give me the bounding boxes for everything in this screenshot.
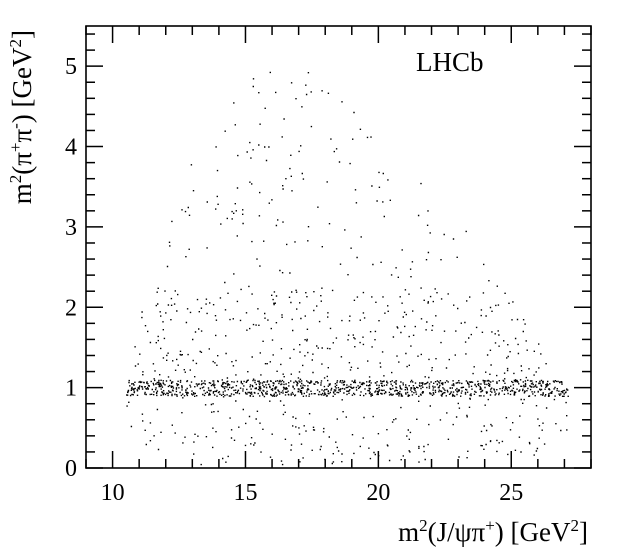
x-tick-label: 10	[101, 480, 125, 506]
y-tick-label: 0	[65, 456, 77, 482]
y-tick-label: 2	[65, 295, 77, 321]
x-axis-title: m2(J/ψπ+) [GeV2]	[398, 516, 588, 547]
y-tick-label: 5	[65, 54, 77, 80]
y-tick-label: 1	[65, 376, 77, 402]
plot-frame	[85, 25, 592, 469]
y-tick-label: 4	[65, 135, 77, 161]
scatter-points	[126, 71, 569, 466]
x-axis: 10 15 20 25	[85, 26, 592, 506]
lhcb-label: LHCb	[416, 47, 484, 77]
x-tick-label: 20	[366, 480, 390, 506]
y-axis-title: m2(π+π-) [GeV2]	[6, 30, 37, 204]
y-tick-label: 3	[65, 215, 77, 241]
x-tick-label: 15	[233, 480, 257, 506]
x-tick-label: 25	[499, 480, 523, 506]
y-axis: 0 1 2 3 4 5	[65, 33, 591, 482]
scatter-dots	[126, 71, 569, 466]
